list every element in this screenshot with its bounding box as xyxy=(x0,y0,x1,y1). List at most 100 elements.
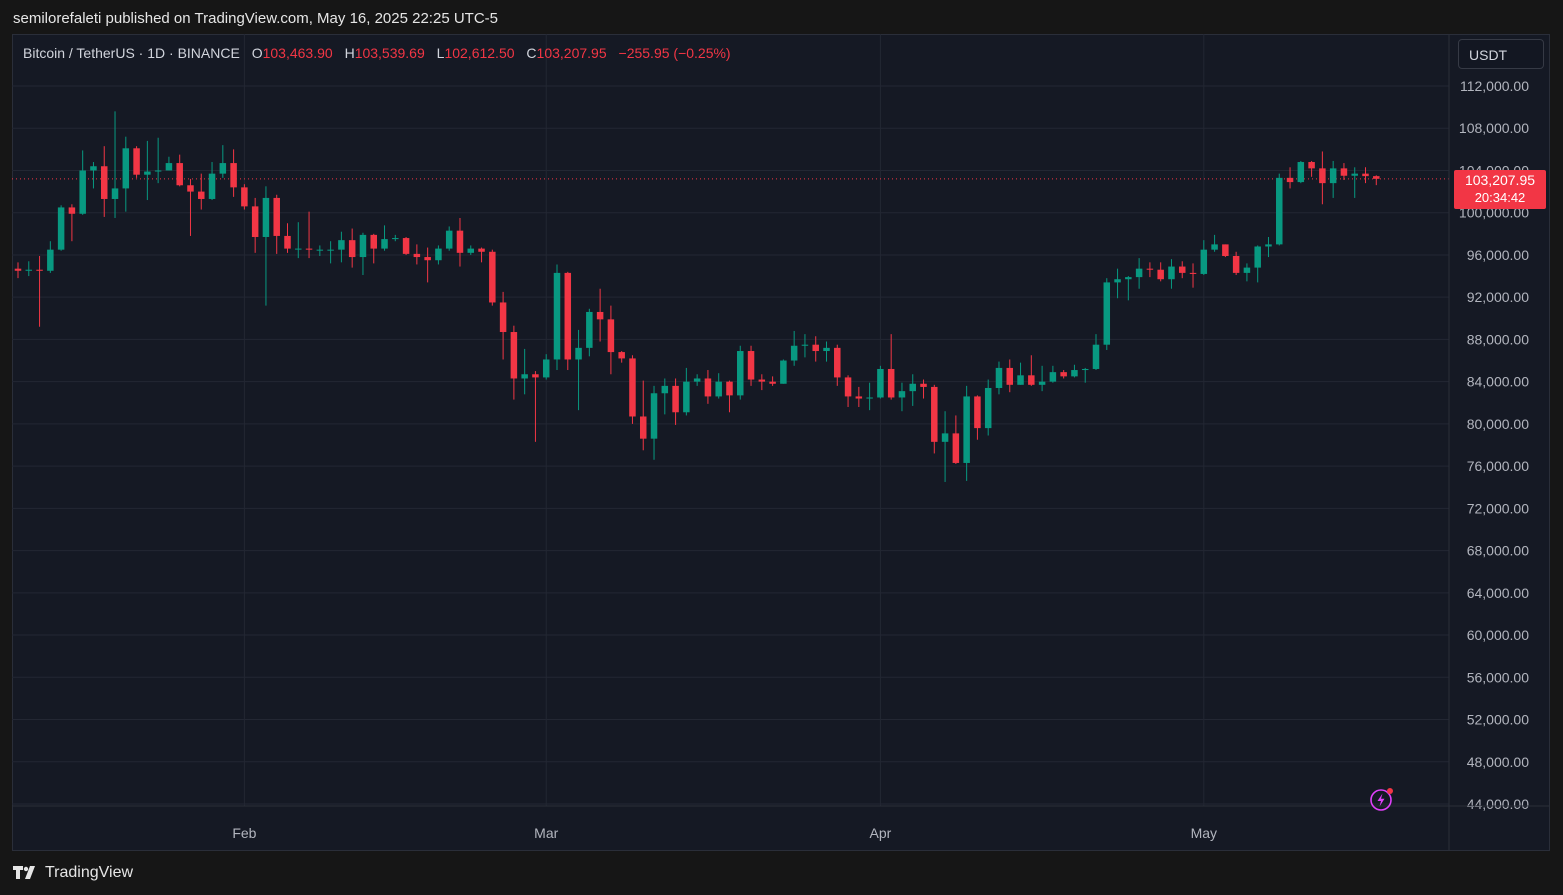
candle-up[interactable] xyxy=(1114,268,1121,299)
candle-down[interactable] xyxy=(68,204,76,242)
candle-down[interactable] xyxy=(14,262,22,279)
candle-down[interactable] xyxy=(133,146,140,178)
candle-down[interactable] xyxy=(489,249,496,306)
footer-brand[interactable]: TradingView xyxy=(13,864,133,882)
candle-up[interactable] xyxy=(542,354,550,380)
candle-down[interactable] xyxy=(402,236,410,255)
candle-up[interactable] xyxy=(984,379,992,436)
candle-up[interactable] xyxy=(1211,234,1218,252)
candle-down[interactable] xyxy=(834,344,841,386)
candle-up[interactable] xyxy=(144,140,151,201)
candle-up[interactable] xyxy=(262,186,270,306)
candle-up[interactable] xyxy=(122,136,130,212)
candle-down[interactable] xyxy=(478,247,485,263)
candle-down[interactable] xyxy=(187,178,194,236)
candle-up[interactable] xyxy=(359,232,367,276)
candle-up[interactable] xyxy=(693,374,701,386)
candle-up[interactable] xyxy=(338,231,345,263)
candle-up[interactable] xyxy=(1038,365,1046,392)
candle-down[interactable] xyxy=(1308,160,1315,177)
currency-button[interactable]: USDT xyxy=(1458,39,1544,69)
candle-up[interactable] xyxy=(941,411,949,482)
candle-up[interactable] xyxy=(165,156,173,171)
candle-up[interactable] xyxy=(866,382,873,411)
candle-down[interactable] xyxy=(812,336,819,362)
candle-down[interactable] xyxy=(974,395,981,440)
candle-down[interactable] xyxy=(726,380,733,413)
candle-up[interactable] xyxy=(661,378,669,415)
candle-up[interactable] xyxy=(521,348,528,395)
lightning-icon[interactable] xyxy=(1369,787,1393,811)
candle-up[interactable] xyxy=(1297,160,1305,184)
candle-down[interactable] xyxy=(1232,251,1240,276)
candle-down[interactable] xyxy=(1286,167,1294,189)
candle-down[interactable] xyxy=(887,334,895,400)
candle-down[interactable] xyxy=(176,154,183,187)
candle-down[interactable] xyxy=(284,223,291,253)
candle-down[interactable] xyxy=(855,386,863,407)
candle-up[interactable] xyxy=(90,162,97,189)
candle-up[interactable] xyxy=(1168,259,1175,289)
candle-down[interactable] xyxy=(36,255,43,327)
candle-up[interactable] xyxy=(898,382,906,412)
candle-down[interactable] xyxy=(305,211,313,259)
candle-down[interactable] xyxy=(532,371,539,442)
candle-down[interactable] xyxy=(1362,167,1369,184)
candle-down[interactable] xyxy=(348,228,356,268)
candle-down[interactable] xyxy=(413,244,421,265)
candle-up[interactable] xyxy=(1276,173,1283,246)
candle-down[interactable] xyxy=(1178,261,1186,279)
candle-up[interactable] xyxy=(25,261,33,277)
candle-up[interactable] xyxy=(1017,362,1024,385)
candle-down[interactable] xyxy=(844,375,852,407)
candle-down[interactable] xyxy=(672,378,679,425)
candle-up[interactable] xyxy=(154,137,162,184)
candle-down[interactable] xyxy=(241,184,248,210)
candle-down[interactable] xyxy=(100,146,108,217)
candle-up[interactable] xyxy=(1103,278,1111,350)
candle-up[interactable] xyxy=(208,162,216,201)
candle-down[interactable] xyxy=(273,194,280,254)
candle-up[interactable] xyxy=(1329,160,1337,198)
candle-down[interactable] xyxy=(1028,355,1035,386)
candle-down[interactable] xyxy=(1060,370,1067,379)
candle-down[interactable] xyxy=(456,217,464,267)
candle-down[interactable] xyxy=(596,288,604,342)
candle-up[interactable] xyxy=(467,245,475,255)
candle-down[interactable] xyxy=(639,380,647,451)
candle-down[interactable] xyxy=(920,379,927,399)
candle-up[interactable] xyxy=(801,334,809,358)
candle-up[interactable] xyxy=(575,329,582,411)
candle-down[interactable] xyxy=(747,345,755,386)
candle-up[interactable] xyxy=(1200,240,1208,276)
candle-up[interactable] xyxy=(1254,245,1261,283)
candle-up[interactable] xyxy=(1049,365,1057,383)
candle-up[interactable] xyxy=(381,225,388,251)
candle-down[interactable] xyxy=(618,351,625,363)
candle-up[interactable] xyxy=(1081,367,1089,383)
candle-up[interactable] xyxy=(553,264,561,371)
candle-down[interactable] xyxy=(198,173,205,210)
candle-up[interactable] xyxy=(1092,334,1100,371)
candle-up[interactable] xyxy=(295,222,302,259)
candle-down[interactable] xyxy=(1340,163,1348,180)
candle-up[interactable] xyxy=(586,308,593,357)
candle-up[interactable] xyxy=(1243,263,1251,282)
candle-up[interactable] xyxy=(737,345,744,400)
candle-up[interactable] xyxy=(780,359,787,384)
candle-up[interactable] xyxy=(909,374,916,406)
candle-up[interactable] xyxy=(111,111,119,218)
candlestick-chart[interactable]: 112,000.00108,000.00104,000.00100,000.00… xyxy=(12,34,1550,851)
candle-down[interactable] xyxy=(424,247,431,283)
candle-up[interactable] xyxy=(823,341,830,362)
candle-up[interactable] xyxy=(1265,236,1272,258)
candle-down[interactable] xyxy=(1373,175,1380,186)
candle-down[interactable] xyxy=(1157,262,1164,282)
candle-up[interactable] xyxy=(316,245,324,256)
candle-down[interactable] xyxy=(704,370,712,404)
candle-up[interactable] xyxy=(79,150,86,215)
candle-up[interactable] xyxy=(683,367,690,416)
candle-down[interactable] xyxy=(769,376,776,386)
candle-up[interactable] xyxy=(57,205,65,251)
candle-up[interactable] xyxy=(327,241,334,264)
